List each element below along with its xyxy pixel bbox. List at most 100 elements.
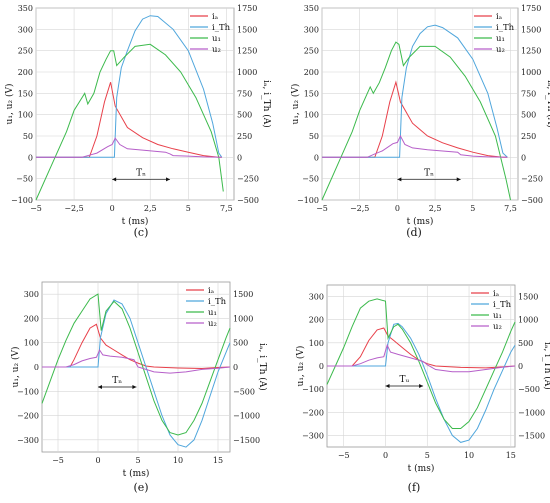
x-tick-label: 10 xyxy=(173,456,183,465)
x-tick-label: 5 xyxy=(425,451,430,460)
y-left-tick-label: 250 xyxy=(304,47,319,56)
y-right-axis-label: iₐ, i_Th (A) xyxy=(257,343,268,391)
y-right-tick-label: 250 xyxy=(237,132,252,141)
y-left-axis-label: u₁, u₂ (V) xyxy=(4,84,15,125)
series-line xyxy=(322,134,508,158)
y-left-axis-label: u₁, u₂ (V) xyxy=(290,84,301,125)
plot-frame xyxy=(321,7,519,201)
x-tick-label: 2,5 xyxy=(429,204,442,213)
y-left-tick-label: 150 xyxy=(18,89,33,98)
y-right-tick-label: −250 xyxy=(521,175,543,184)
x-axis-label: t (ms) xyxy=(408,463,435,474)
y-left-axis-label: u₁, u₂ (V) xyxy=(10,347,21,388)
interval-arrowhead-left xyxy=(385,384,390,388)
legend-label: u₂ xyxy=(496,45,505,55)
interval-label: Tₙ xyxy=(112,376,122,386)
y-left-tick-label: 0 xyxy=(314,153,319,162)
series-line xyxy=(36,137,222,158)
y-right-tick-label: −250 xyxy=(237,175,259,184)
interval-label: Tₙ xyxy=(424,168,434,178)
interval-arrowhead-right xyxy=(166,177,171,182)
panel-caption-d: (d) xyxy=(406,226,422,239)
legend-label: i_Th xyxy=(496,23,515,33)
series-line xyxy=(42,323,231,370)
x-tick-label: 7,5 xyxy=(504,204,517,213)
y-right-tick-label: −500 xyxy=(237,196,259,205)
y-right-tick-label: 750 xyxy=(521,89,536,98)
legend-label: u₁ xyxy=(208,308,217,318)
series-line xyxy=(327,327,516,369)
plot-frame xyxy=(35,7,235,201)
y-left-tick-label: 100 xyxy=(309,339,324,348)
series-line xyxy=(327,322,516,443)
x-tick-label: −5 xyxy=(338,451,350,460)
y-right-axis-label: iₐ, i_Th (A) xyxy=(542,342,550,390)
y-right-tick-label: 0 xyxy=(237,153,242,162)
panel-caption-e: (e) xyxy=(133,481,148,494)
y-left-tick-label: 300 xyxy=(304,25,319,34)
x-tick-label: 0 xyxy=(95,456,100,465)
y-right-axis-label: iₐ, i_Th (A) xyxy=(545,80,550,128)
interval-arrowhead-right xyxy=(419,384,424,388)
panel-caption-c: (c) xyxy=(134,226,149,239)
y-right-tick-label: 250 xyxy=(521,132,536,141)
legend-label: u₂ xyxy=(208,319,217,329)
interval-arrowhead-right xyxy=(132,385,137,389)
x-tick-label: 15 xyxy=(506,451,516,460)
y-left-tick-label: 250 xyxy=(18,47,33,56)
series-line xyxy=(42,348,231,374)
y-right-tick-label: 1000 xyxy=(518,316,538,325)
y-left-tick-label: −100 xyxy=(17,387,39,396)
x-tick-label: −5 xyxy=(30,204,42,213)
series-line xyxy=(35,43,224,201)
interval-label: Tₙ xyxy=(136,168,146,178)
y-right-tick-label: −500 xyxy=(521,196,543,205)
interval-label: Tᵤ xyxy=(399,375,409,385)
legend-label: i_Th xyxy=(493,300,512,310)
panel-d: −100−50050100150200250300350−500−2500250… xyxy=(290,4,550,227)
panel-e: −300−200−1000100200300−1500−1000−5000500… xyxy=(10,281,268,479)
series-line xyxy=(326,298,516,429)
panel-c: −100−50050100150200250300350−500−2500250… xyxy=(4,4,272,227)
legend-label: iₐ xyxy=(212,12,219,22)
y-left-tick-label: 0 xyxy=(28,153,33,162)
x-tick-label: −5 xyxy=(316,204,328,213)
x-axis-label: t (ms) xyxy=(407,216,434,227)
x-tick-label: 7,5 xyxy=(220,204,233,213)
y-right-tick-label: −1500 xyxy=(518,431,545,440)
x-tick-label: −2,5 xyxy=(350,204,369,213)
y-left-tick-label: −100 xyxy=(11,196,33,205)
y-right-tick-label: 1500 xyxy=(237,25,257,34)
y-left-tick-label: 350 xyxy=(304,4,319,13)
legend-label: iₐ xyxy=(496,12,503,22)
series-line xyxy=(327,343,516,373)
y-right-tick-label: 0 xyxy=(521,153,526,162)
y-right-tick-label: −1000 xyxy=(233,412,260,421)
interval-arrowhead-right xyxy=(456,177,461,182)
y-left-tick-label: −200 xyxy=(17,412,39,421)
x-tick-label: 5 xyxy=(135,456,140,465)
legend-label: u₁ xyxy=(496,34,505,44)
y-left-tick-label: 0 xyxy=(34,363,39,372)
y-right-tick-label: 500 xyxy=(521,111,536,120)
x-tick-label: 0 xyxy=(110,204,115,213)
y-left-tick-label: 100 xyxy=(304,111,319,120)
y-right-tick-label: −500 xyxy=(518,385,540,394)
y-right-tick-label: 500 xyxy=(233,339,248,348)
legend-label: i_Th xyxy=(208,297,227,307)
y-right-tick-label: −1500 xyxy=(233,436,260,445)
y-left-tick-label: 200 xyxy=(309,316,324,325)
y-right-tick-label: −1000 xyxy=(518,408,545,417)
y-left-tick-label: 200 xyxy=(304,68,319,77)
y-right-tick-label: 1750 xyxy=(521,4,541,13)
y-left-tick-label: −50 xyxy=(16,175,33,184)
y-left-tick-label: −300 xyxy=(17,436,39,445)
x-axis-label: t (ms) xyxy=(123,468,150,479)
y-right-tick-label: 1250 xyxy=(237,47,257,56)
x-tick-label: 15 xyxy=(213,456,223,465)
panel-caption-f: (f) xyxy=(408,481,421,494)
y-right-tick-label: 500 xyxy=(518,339,533,348)
y-left-tick-label: −100 xyxy=(297,196,319,205)
y-left-tick-label: 100 xyxy=(18,111,33,120)
x-tick-label: 2,5 xyxy=(144,204,157,213)
